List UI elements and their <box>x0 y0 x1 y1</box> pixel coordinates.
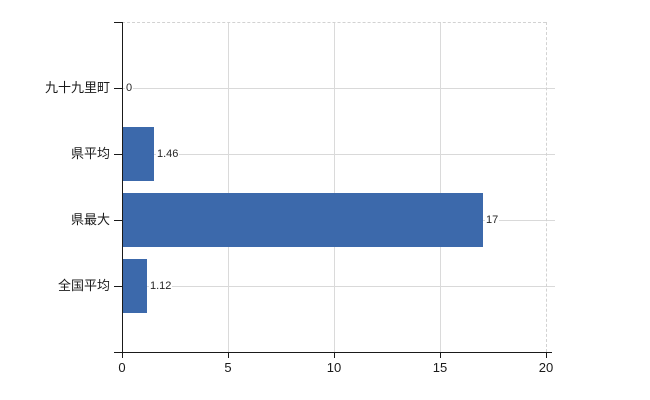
x-gridline <box>228 22 229 352</box>
category-label: 全国平均 <box>57 278 110 293</box>
bar <box>123 193 483 247</box>
x-axis-tick-label: 20 <box>538 360 554 375</box>
category-label: 県最大 <box>70 212 110 227</box>
x-axis-tick <box>546 352 547 358</box>
x-axis-tick-label: 10 <box>326 360 342 375</box>
bar-value-label: 17 <box>485 214 500 226</box>
x-axis-tick <box>228 352 229 358</box>
bar-value-label: 0 <box>125 82 134 94</box>
bar <box>123 259 147 313</box>
y-axis-tick <box>114 88 122 89</box>
x-axis-tick-label: 15 <box>432 360 448 375</box>
category-guide-line <box>122 88 555 89</box>
y-axis-top-tick <box>114 22 122 23</box>
x-axis-tick-label: 5 <box>224 360 232 375</box>
x-axis-tick <box>334 352 335 358</box>
x-axis-tick <box>440 352 441 358</box>
bar-value-label: 1.46 <box>156 148 180 160</box>
y-axis <box>122 22 123 352</box>
bar <box>123 127 154 181</box>
category-guide-line <box>122 154 555 155</box>
x-gridline <box>334 22 335 352</box>
x-gridline <box>440 22 441 352</box>
y-axis-tick <box>114 286 122 287</box>
y-axis-tick <box>114 220 122 221</box>
category-guide-line <box>122 286 555 287</box>
y-axis-tick <box>114 154 122 155</box>
x-axis <box>114 352 552 353</box>
x-axis-tick-label: 0 <box>118 360 126 375</box>
category-label: 九十九里町 <box>44 80 110 95</box>
x-gridline <box>546 22 547 352</box>
bar-value-label: 1.12 <box>149 280 173 292</box>
x-axis-tick <box>122 352 123 358</box>
category-label: 県平均 <box>70 146 110 161</box>
plot-top-border <box>122 22 546 23</box>
